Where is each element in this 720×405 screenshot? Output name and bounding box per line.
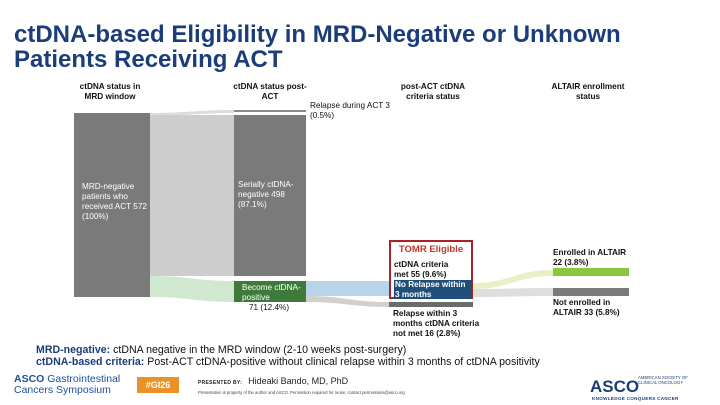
label-relapse-within: Relapse within 3 months ctDNA criteria n… <box>393 309 480 338</box>
definitions: MRD-negative: ctDNA negative in the MRD … <box>36 344 540 368</box>
node-criteria-not-met <box>389 302 473 307</box>
presenter-name: Hideaki Bando, MD, PhD <box>248 376 349 386</box>
node-relapse-during-act <box>234 110 306 112</box>
label-serially-negative: Serially ctDNA-negative 498 (87.1%) <box>238 180 294 209</box>
node-not-enrolled <box>553 288 629 296</box>
definition-mrd-term: MRD-negative: <box>36 344 111 356</box>
node-enrolled <box>553 268 629 276</box>
node-become-positive <box>234 281 306 302</box>
presenter: PRESENTED BY: Hideaki Bando, MD, PhD <box>198 376 348 386</box>
slide-title: ctDNA-based Eligibility in MRD-Negative … <box>14 21 621 73</box>
definition-criteria: ctDNA-based criteria: Post-ACT ctDNA-pos… <box>36 356 540 368</box>
tomr-eligible-box: TOMR Eligible ctDNA criteria met 55 (9.6… <box>389 240 473 299</box>
definition-criteria-term: ctDNA-based criteria: <box>36 356 145 368</box>
asco-tagline: KNOWLEDGE CONQUERS CANCER <box>592 396 679 401</box>
flow-relapse-within <box>306 296 389 307</box>
flow-tomr-eligible <box>306 281 389 296</box>
asco-gi-logo-line2: Cancers Symposium <box>14 384 111 396</box>
tomr-title: TOMR Eligible <box>398 244 464 255</box>
node-mrd-negative <box>74 113 150 297</box>
column-header-criteria-status: post-ACT ctDNA criteria status <box>400 82 466 101</box>
tomr-criteria-met: ctDNA criteria met 55 (9.6%) <box>394 260 449 279</box>
asco-logo: ASCO <box>590 377 640 396</box>
label-not-enrolled: Not enrolled in ALTAIR 33 (5.8%) <box>553 298 620 317</box>
definition-criteria-text: Post-ACT ctDNA-positive without clinical… <box>144 356 540 368</box>
footer: ASCO Gastrointestinal Cancers Symposium … <box>0 372 720 405</box>
definition-mrd-text: ctDNA negative in the MRD window (2-10 w… <box>110 344 407 356</box>
disclaimer: Presentation is property of the author a… <box>198 390 405 395</box>
flow-become-positive <box>150 276 234 302</box>
asco-gi-logo-asco: ASCO <box>14 373 45 385</box>
asco-gi-logo: ASCO Gastrointestinal Cancers Symposium <box>14 374 120 396</box>
definition-mrd: MRD-negative: ctDNA negative in the MRD … <box>36 344 540 356</box>
label-enrolled: Enrolled in ALTAIR 22 (3.8%) <box>553 248 627 267</box>
label-become-positive-count: 71 (12.4%) <box>249 303 290 312</box>
asco-gi-logo-line1: Gastrointestinal <box>44 373 121 385</box>
column-header-mrd-window: ctDNA status in MRD window <box>79 82 141 101</box>
label-relapse-during-act: Relapse during ACT 3 (0.5%) <box>310 101 390 120</box>
label-become-positive: Become ctDNA-positive <box>242 283 301 302</box>
flow-relapse-during-act <box>150 110 234 116</box>
presented-by-label: PRESENTED BY: <box>198 380 243 386</box>
flow-serially-negative <box>150 115 234 276</box>
tomr-no-relapse: No Relapse within 3 months <box>394 280 472 299</box>
asco-logo-subtitle: AMERICAN SOCIETY OF CLINICAL ONCOLOGY <box>638 375 688 385</box>
flow-enrolled <box>473 270 553 289</box>
label-mrd-negative: MRD-negative patients who received ACT 5… <box>82 182 147 221</box>
node-serially-negative <box>234 115 306 276</box>
hashtag-badge: #GI26 <box>137 377 179 393</box>
column-header-post-act: ctDNA status post-ACT <box>233 82 307 101</box>
flow-not-enrolled <box>473 288 553 297</box>
column-header-altair-status: ALTAIR enrollment status <box>551 82 625 101</box>
